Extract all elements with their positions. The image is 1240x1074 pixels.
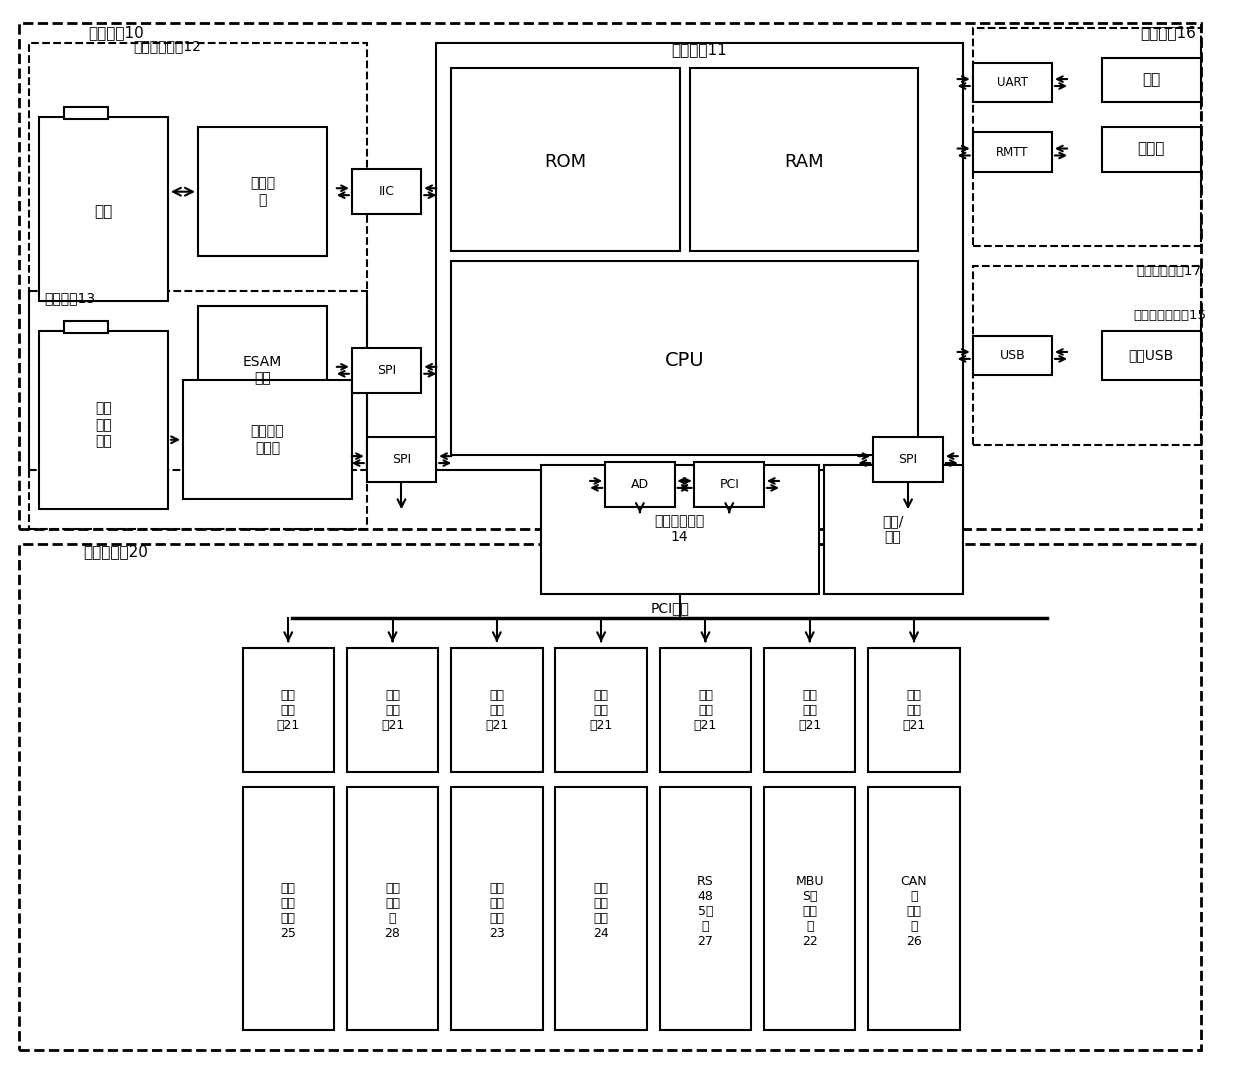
Text: 负荷
控制
模块
23: 负荷 控制 模块 23 <box>489 882 505 940</box>
Bar <box>19 23 1202 529</box>
Bar <box>29 291 367 529</box>
Bar <box>19 543 1202 1050</box>
Text: 可拔
插端
口21: 可拔 插端 口21 <box>903 690 925 732</box>
Bar <box>1102 331 1202 380</box>
Text: RS
48
5模
块
27: RS 48 5模 块 27 <box>697 874 714 947</box>
Bar <box>660 787 751 1030</box>
Text: 维护USB: 维护USB <box>1128 348 1174 362</box>
Bar <box>764 787 856 1030</box>
Bar <box>436 43 962 469</box>
Bar <box>972 132 1052 172</box>
Text: 接口维护模块17: 接口维护模块17 <box>1136 264 1202 277</box>
Bar <box>198 127 327 257</box>
Bar <box>451 261 918 454</box>
Text: PCI: PCI <box>719 478 739 491</box>
Bar <box>451 787 543 1030</box>
Text: 主控系统10: 主控系统10 <box>88 26 144 41</box>
Text: 电池: 电池 <box>94 204 113 219</box>
Text: 计量管理模块
14: 计量管理模块 14 <box>655 514 704 545</box>
Text: MBU
S通
讯模
块
22: MBU S通 讯模 块 22 <box>796 874 823 947</box>
Bar <box>243 648 334 772</box>
Bar <box>873 437 942 482</box>
Text: 可充
电电
池组: 可充 电电 池组 <box>95 402 112 448</box>
Text: 可拔
插端
口21: 可拔 插端 口21 <box>381 690 404 732</box>
Bar <box>1102 127 1202 172</box>
Text: CPU: CPU <box>665 351 704 369</box>
Text: 功能模块集20: 功能模块集20 <box>83 545 149 560</box>
Bar <box>367 437 436 482</box>
Text: 备用电源
及管理: 备用电源 及管理 <box>250 424 284 455</box>
Text: 主控模块11: 主控模块11 <box>672 42 728 57</box>
Bar <box>972 266 1202 445</box>
Bar <box>347 648 438 772</box>
Text: ESAM
加密: ESAM 加密 <box>243 355 281 386</box>
Text: 可拔
插端
口21: 可拔 插端 口21 <box>277 690 300 732</box>
Text: 辅助功能模块12: 辅助功能模块12 <box>133 39 201 53</box>
Text: 电源模块13: 电源模块13 <box>43 291 95 305</box>
Bar <box>823 465 962 594</box>
Text: 以太网: 以太网 <box>1138 142 1166 157</box>
Text: UART: UART <box>997 76 1028 89</box>
Text: 可拔
插端
口21: 可拔 插端 口21 <box>694 690 717 732</box>
Text: ROM: ROM <box>544 153 587 171</box>
Bar <box>451 68 680 251</box>
Text: IIC: IIC <box>378 185 394 199</box>
Bar <box>198 306 327 435</box>
Bar <box>868 648 960 772</box>
Text: 可拔
插端
口21: 可拔 插端 口21 <box>799 690 821 732</box>
Bar <box>868 787 960 1030</box>
Bar <box>29 43 367 469</box>
Text: CAN
总
线模
块
26: CAN 总 线模 块 26 <box>900 874 928 947</box>
Bar <box>63 321 108 333</box>
Text: RAM: RAM <box>784 153 823 171</box>
Bar <box>689 68 918 251</box>
Text: 计量及交采模块15: 计量及交采模块15 <box>1133 309 1207 322</box>
Text: 上行
类模
块
28: 上行 类模 块 28 <box>384 882 401 940</box>
Text: USB: USB <box>999 349 1025 362</box>
Text: 无线: 无线 <box>1142 72 1161 87</box>
Text: SPI: SPI <box>899 453 918 466</box>
Bar <box>972 62 1052 102</box>
Bar <box>660 648 751 772</box>
Text: SPI: SPI <box>392 453 410 466</box>
Bar <box>605 462 675 507</box>
Bar <box>694 462 764 507</box>
Bar <box>243 787 334 1030</box>
Bar <box>63 107 108 119</box>
Text: 遥信
脉冲
模块
24: 遥信 脉冲 模块 24 <box>593 882 609 940</box>
Bar <box>451 648 543 772</box>
Bar <box>38 331 169 509</box>
Bar <box>352 170 422 214</box>
Bar <box>347 787 438 1030</box>
Bar <box>184 380 352 499</box>
Bar <box>38 117 169 301</box>
Bar <box>764 648 856 772</box>
Bar <box>972 335 1052 375</box>
Text: 通信模块16: 通信模块16 <box>1141 26 1197 41</box>
Text: 载波
通讯
模块
25: 载波 通讯 模块 25 <box>280 882 296 940</box>
Text: RMTT: RMTT <box>996 145 1029 159</box>
Text: 电源/
计量: 电源/ 计量 <box>883 514 904 545</box>
Bar <box>541 465 818 594</box>
Bar <box>1102 58 1202 102</box>
Text: AD: AD <box>631 478 649 491</box>
Bar <box>556 787 647 1030</box>
Text: PCI总线: PCI总线 <box>650 601 689 615</box>
Text: 实时时
钟: 实时时 钟 <box>249 176 275 207</box>
Text: SPI: SPI <box>377 364 396 377</box>
Text: 可拔
插端
口21: 可拔 插端 口21 <box>589 690 613 732</box>
Bar <box>556 648 647 772</box>
Bar <box>352 348 422 393</box>
Bar <box>972 28 1202 246</box>
Text: 可拔
插端
口21: 可拔 插端 口21 <box>485 690 508 732</box>
